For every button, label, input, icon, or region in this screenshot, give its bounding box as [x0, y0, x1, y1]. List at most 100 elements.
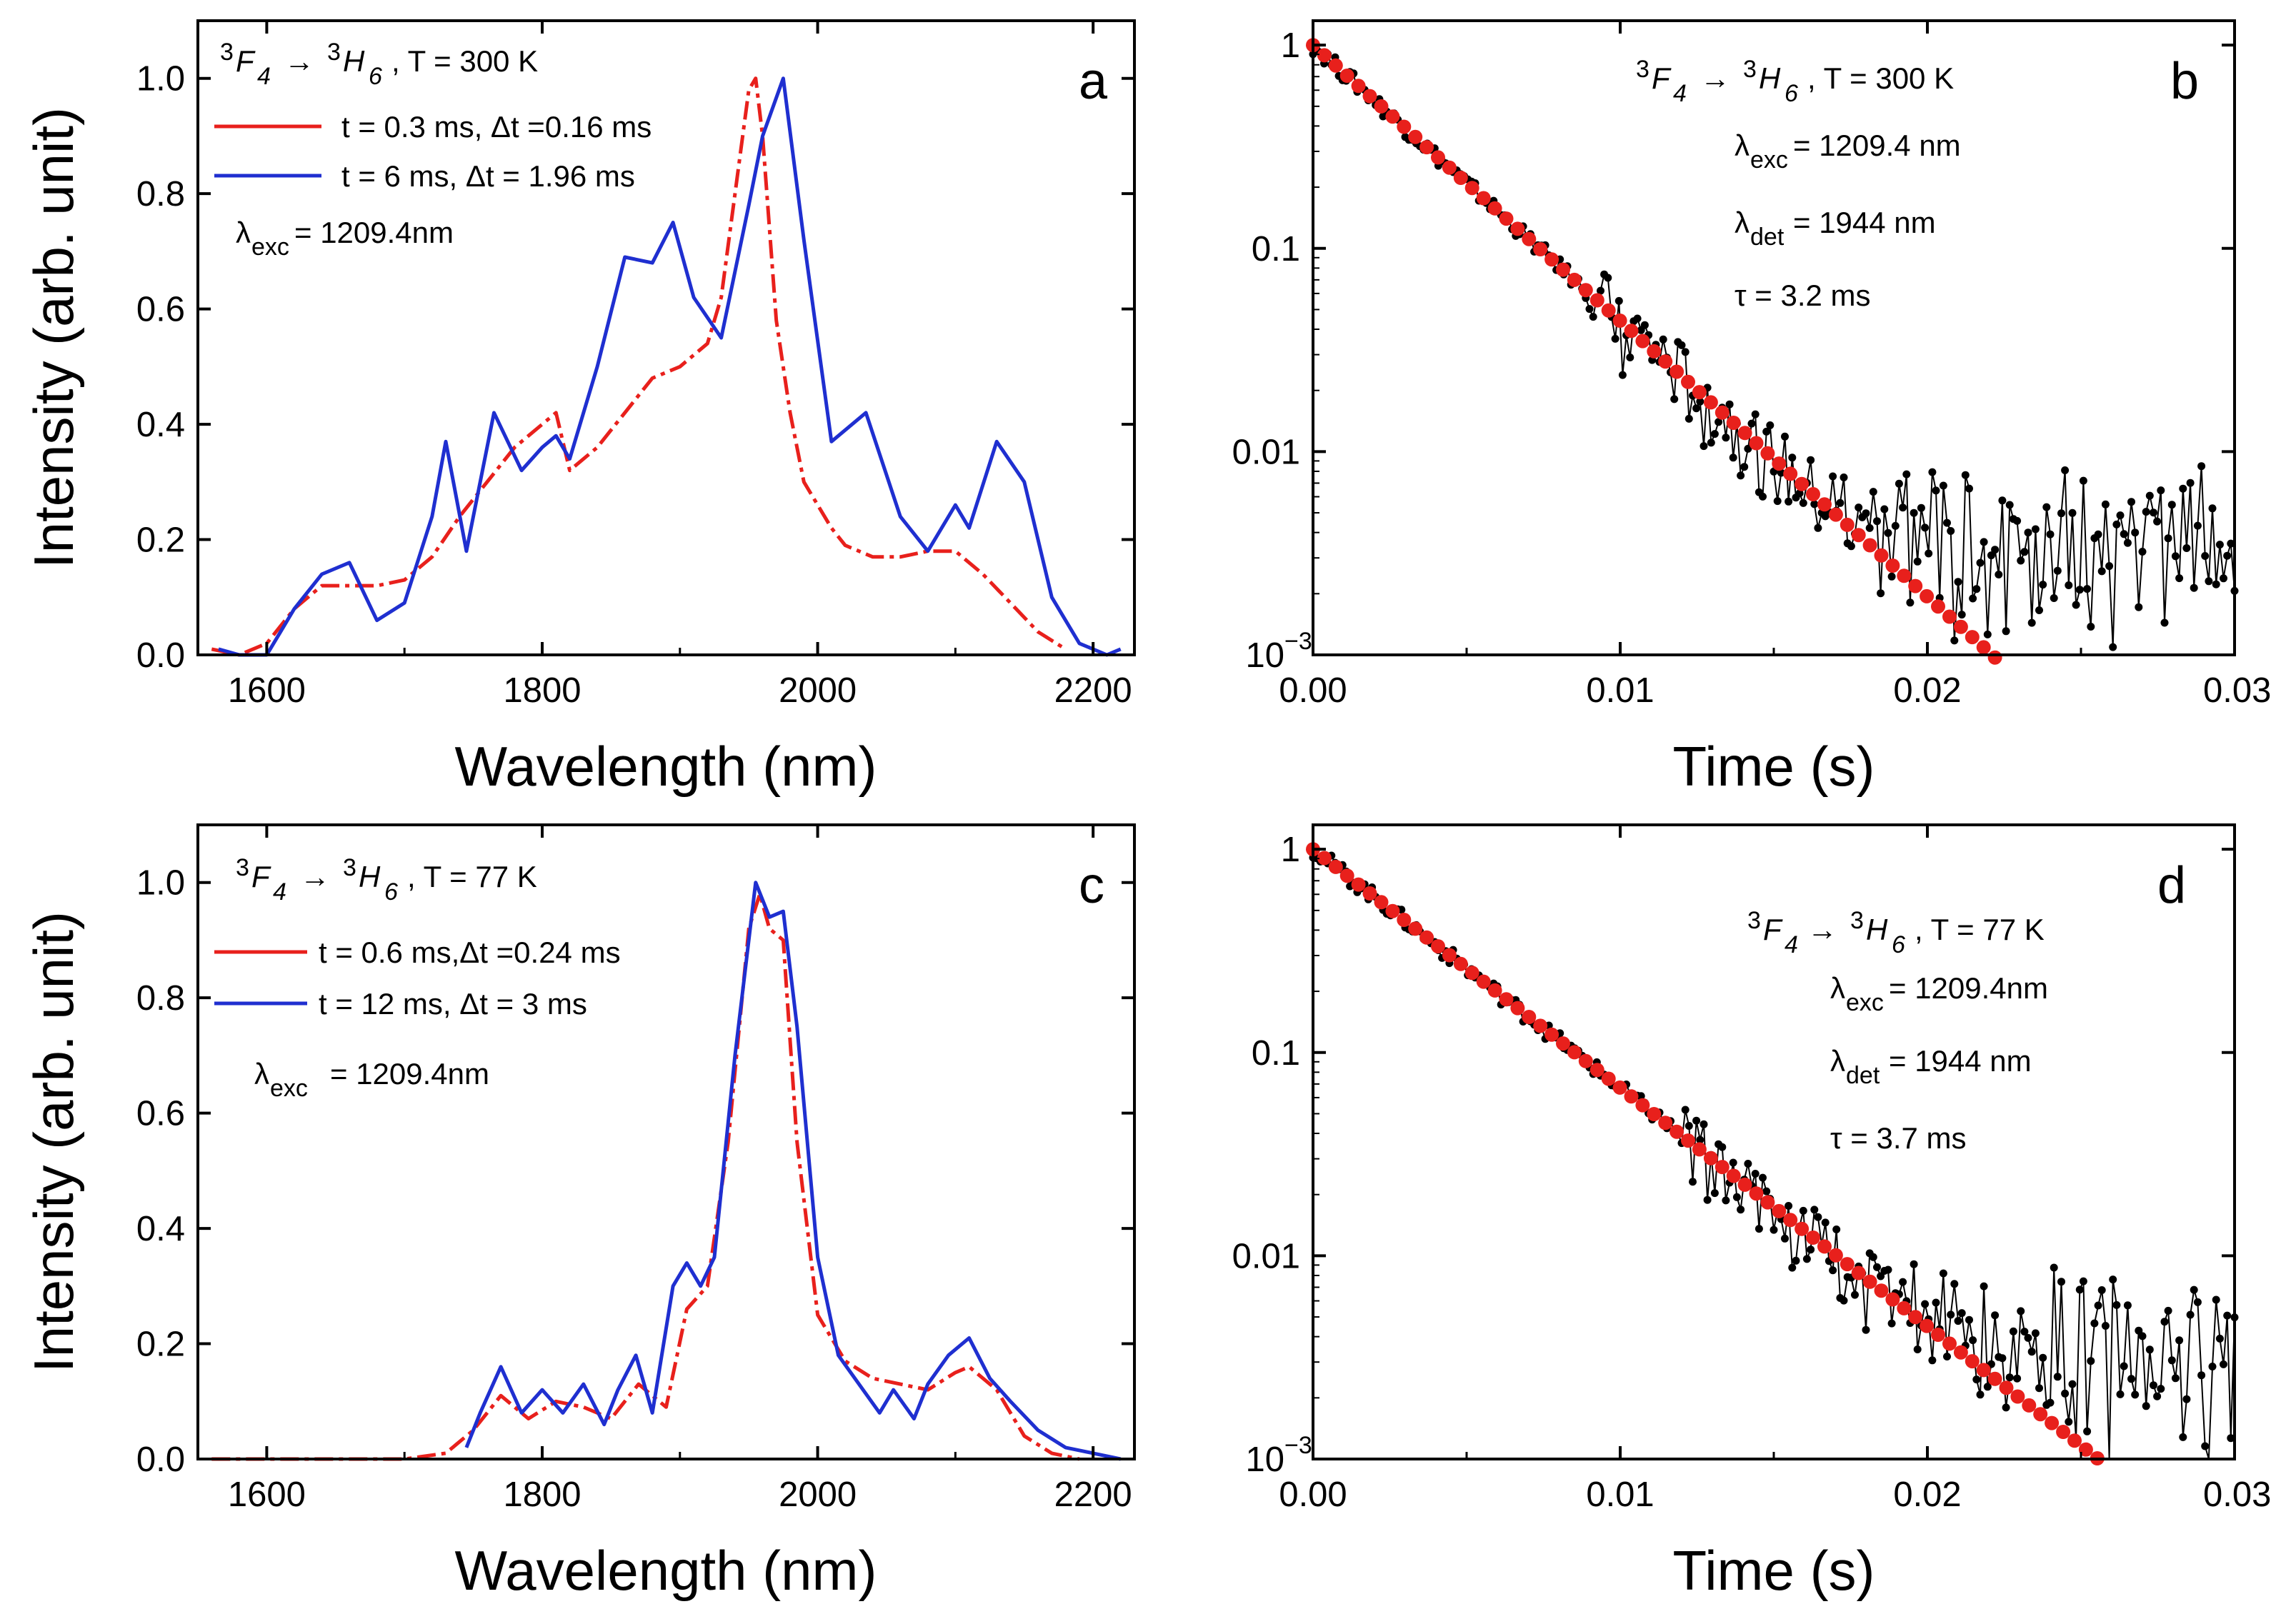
y-tick-label: 1.0: [136, 864, 185, 903]
decay-data-point: [2009, 1327, 2017, 1335]
fit-point: [1783, 466, 1798, 481]
fit-point: [2010, 1389, 2025, 1404]
x-tick-label: 0.03: [2203, 1475, 2271, 1514]
fit-point: [1783, 1213, 1798, 1228]
decay-data-point: [2061, 466, 2070, 474]
decay-data-point: [1910, 1260, 1918, 1268]
decay-data-point: [1684, 414, 1693, 423]
decay-data-point: [1847, 542, 1855, 551]
decay-data-point: [2123, 1301, 2132, 1310]
y-tick-label: 1.0: [136, 60, 185, 99]
decay-data-point: [1829, 1266, 1837, 1275]
fit-point: [1544, 1027, 1559, 1042]
fit-point: [1703, 1151, 1718, 1166]
decay-data-point: [1722, 1196, 1730, 1205]
decay-data-point: [2087, 1357, 2095, 1365]
decay-data-point: [1939, 481, 1947, 490]
decay-data-point: [1987, 551, 1995, 560]
decay-data-point: [1781, 432, 1789, 441]
decay-data-point: [2167, 1356, 2176, 1365]
fit-point: [1817, 497, 1832, 512]
fit-point: [1897, 568, 1912, 583]
decay-data-point: [1744, 444, 1752, 453]
fit-point: [1840, 1257, 1855, 1272]
decay-data-point: [2116, 1390, 2125, 1398]
decay-data-point: [2164, 1306, 2172, 1315]
series-line-0: [211, 892, 1080, 1461]
fit-point: [1431, 150, 1445, 165]
decay-data-point: [1759, 492, 1767, 501]
decay-data-point: [1714, 418, 1723, 426]
panel-b-transition: 3F 4 → 3H 6, T = 300 K: [1636, 56, 1954, 107]
decay-data-point: [2035, 1384, 2043, 1393]
decay-data-point: [1884, 1265, 1892, 1274]
decay-data-point: [2131, 1390, 2140, 1399]
y-tick-label: 0.6: [136, 1095, 185, 1133]
y-tick-label: 0.01: [1232, 1237, 1300, 1275]
panel-b-excitation: λexc = 1209.4 nm: [1735, 129, 1961, 174]
decay-data-point: [1710, 1189, 1719, 1198]
fit-point: [1942, 1336, 1957, 1351]
decay-data-point: [2013, 516, 2022, 525]
decay-data-point: [2153, 517, 2162, 526]
y-tick-exponent: −3: [1284, 628, 1312, 655]
y-tick-label: 0.01: [1232, 433, 1300, 471]
fit-point: [1544, 252, 1559, 267]
fit-point: [1862, 538, 1877, 553]
fit-point: [1453, 171, 1468, 185]
decay-data-point: [1873, 517, 1881, 526]
decay-data-point: [2039, 1353, 2047, 1362]
decay-data-point: [1802, 1255, 1811, 1263]
decay-data-point: [2135, 603, 2143, 611]
fit-point: [1931, 599, 1945, 614]
fit-point: [1374, 895, 1389, 910]
decay-data-point: [2171, 1374, 2180, 1383]
fit-point: [1476, 191, 1491, 206]
decay-data-point: [1696, 397, 1704, 406]
decay-data-point: [1725, 400, 1734, 408]
decay-data-point: [2160, 618, 2169, 627]
panel-b-lifetime: τ = 3.2 ms: [1735, 279, 1871, 312]
decay-data-point: [1910, 508, 1918, 517]
fit-point: [1987, 650, 2002, 665]
decay-data-point: [1887, 572, 1896, 581]
fit-point: [1385, 109, 1400, 124]
fit-point: [1737, 1177, 1752, 1192]
decay-data-point: [1762, 427, 1771, 436]
decay-data-point: [1681, 348, 1689, 356]
x-tick-label: 1800: [503, 671, 581, 710]
decay-data-point: [2145, 1345, 2154, 1354]
decay-data-point: [2024, 1333, 2032, 1342]
fit-point: [1453, 956, 1468, 971]
decay-data-point: [2005, 1373, 2014, 1382]
decay-data-point: [2171, 552, 2180, 561]
decay-data-point: [1887, 1319, 1896, 1328]
decay-data-point: [1969, 1336, 1977, 1345]
fit-point: [1885, 1292, 1900, 1307]
svg-text:λdet= 1944 nm: λdet = 1944 nm: [1735, 206, 1936, 251]
x-tick-label: 2200: [1054, 671, 1132, 710]
decay-data-point: [1597, 286, 1604, 295]
decay-data-point: [2157, 1385, 2165, 1393]
fit-point: [1862, 1274, 1877, 1289]
decay-data-point: [2223, 1311, 2232, 1320]
decay-data-point: [1799, 498, 1807, 507]
y-tick-label: 10: [1245, 636, 1284, 675]
decay-data-point: [1755, 1225, 1763, 1233]
fit-point: [1726, 416, 1741, 430]
fit-point: [1567, 272, 1582, 287]
decay-data-point: [1732, 1193, 1741, 1201]
series-line-1: [218, 76, 1122, 657]
fit-point: [1556, 262, 1570, 277]
x-tick-label: 0.03: [2203, 671, 2271, 710]
decay-data-point: [1766, 421, 1775, 429]
fit-point: [1851, 528, 1866, 543]
decay-data-point: [2005, 501, 2014, 509]
fit-point: [1828, 507, 1843, 522]
decay-data-point: [2053, 566, 2062, 575]
decay-data-point: [1961, 471, 1970, 479]
panel-a-legend: t = 0.3 ms, Δt =0.16 ms t = 6 ms, Δt = 1…: [214, 110, 652, 193]
fit-point: [1419, 140, 1434, 155]
